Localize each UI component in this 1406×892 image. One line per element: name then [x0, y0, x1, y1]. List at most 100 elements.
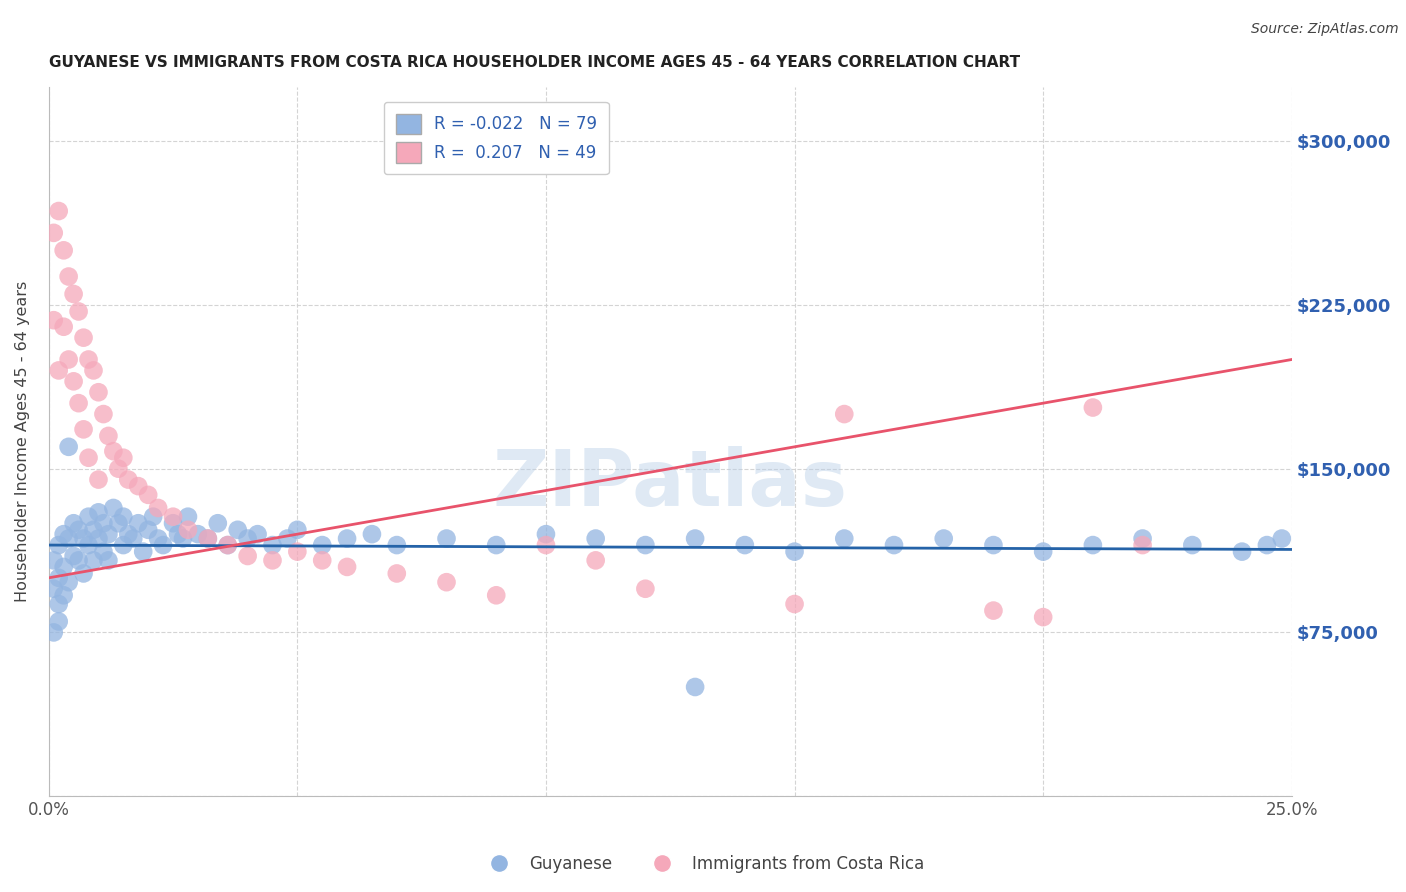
Point — [832, 407, 855, 421]
Point — [187, 527, 209, 541]
Point — [883, 538, 905, 552]
Point — [87, 532, 110, 546]
Point — [103, 500, 125, 515]
Point — [42, 226, 65, 240]
Point — [48, 597, 70, 611]
Point — [1230, 544, 1253, 558]
Point — [97, 527, 120, 541]
Point — [136, 523, 159, 537]
Point — [52, 319, 75, 334]
Point — [48, 363, 70, 377]
Point — [361, 527, 384, 541]
Point — [82, 363, 104, 377]
Legend: Guyanese, Immigrants from Costa Rica: Guyanese, Immigrants from Costa Rica — [475, 848, 931, 880]
Point — [1181, 538, 1204, 552]
Point — [107, 516, 129, 531]
Point — [783, 597, 806, 611]
Point — [62, 549, 84, 563]
Point — [77, 352, 100, 367]
Point — [207, 516, 229, 531]
Point — [262, 538, 284, 552]
Point — [52, 527, 75, 541]
Point — [112, 509, 135, 524]
Point — [77, 509, 100, 524]
Point — [117, 473, 139, 487]
Point — [122, 532, 145, 546]
Point — [485, 538, 508, 552]
Text: ZIPatlas: ZIPatlas — [492, 446, 848, 522]
Point — [246, 527, 269, 541]
Point — [42, 553, 65, 567]
Point — [1081, 538, 1104, 552]
Point — [485, 588, 508, 602]
Point — [683, 532, 706, 546]
Point — [142, 509, 165, 524]
Point — [177, 523, 200, 537]
Point — [311, 538, 333, 552]
Point — [48, 204, 70, 219]
Point — [1032, 544, 1054, 558]
Point — [67, 523, 90, 537]
Point — [112, 538, 135, 552]
Point — [336, 560, 359, 574]
Point — [62, 287, 84, 301]
Point — [87, 505, 110, 519]
Point — [62, 375, 84, 389]
Point — [52, 560, 75, 574]
Point — [832, 532, 855, 546]
Y-axis label: Householder Income Ages 45 - 64 years: Householder Income Ages 45 - 64 years — [15, 281, 30, 602]
Point — [127, 479, 149, 493]
Point — [436, 532, 458, 546]
Point — [1271, 532, 1294, 546]
Text: Source: ZipAtlas.com: Source: ZipAtlas.com — [1251, 22, 1399, 37]
Point — [48, 571, 70, 585]
Point — [783, 544, 806, 558]
Point — [67, 553, 90, 567]
Point — [93, 407, 115, 421]
Point — [197, 532, 219, 546]
Point — [42, 625, 65, 640]
Point — [103, 444, 125, 458]
Point — [1032, 610, 1054, 624]
Point — [1256, 538, 1278, 552]
Point — [385, 566, 408, 581]
Point — [172, 532, 194, 546]
Point — [48, 615, 70, 629]
Point — [97, 553, 120, 567]
Point — [93, 516, 115, 531]
Point — [236, 532, 259, 546]
Point — [285, 523, 308, 537]
Point — [146, 500, 169, 515]
Point — [1132, 532, 1154, 546]
Point — [152, 538, 174, 552]
Point — [62, 516, 84, 531]
Point — [385, 538, 408, 552]
Point — [177, 509, 200, 524]
Point — [136, 488, 159, 502]
Point — [58, 532, 80, 546]
Point — [72, 331, 94, 345]
Point — [311, 553, 333, 567]
Point — [197, 532, 219, 546]
Point — [82, 523, 104, 537]
Point — [932, 532, 955, 546]
Point — [683, 680, 706, 694]
Point — [1081, 401, 1104, 415]
Point — [82, 553, 104, 567]
Point — [634, 582, 657, 596]
Point — [48, 538, 70, 552]
Point — [634, 538, 657, 552]
Point — [97, 429, 120, 443]
Point — [87, 473, 110, 487]
Point — [534, 538, 557, 552]
Point — [93, 544, 115, 558]
Point — [52, 244, 75, 258]
Point — [585, 532, 607, 546]
Point — [107, 461, 129, 475]
Point — [534, 527, 557, 541]
Point — [87, 385, 110, 400]
Point — [146, 532, 169, 546]
Point — [162, 509, 184, 524]
Point — [983, 604, 1005, 618]
Point — [42, 313, 65, 327]
